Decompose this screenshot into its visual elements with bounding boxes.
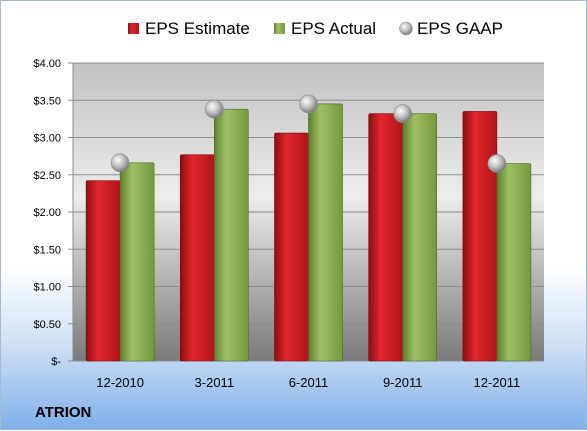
- marker-eps-gaap: [393, 104, 413, 123]
- legend-label: EPS Actual: [291, 19, 376, 38]
- marker-eps-gaap: [487, 154, 507, 173]
- x-tick-label: 6-2011: [289, 375, 329, 390]
- company-name: ATRION: [35, 404, 92, 421]
- y-tick-label: $-: [51, 356, 61, 368]
- bar-eps-estimate: [274, 132, 309, 362]
- legend-label: EPS Estimate: [145, 19, 250, 38]
- legend-label: EPS GAAP: [417, 19, 503, 38]
- marker-eps-gaap: [110, 153, 130, 173]
- legend-swatch: [274, 23, 285, 34]
- y-tick-label: $1.50: [33, 244, 61, 256]
- y-tick-label: $3.50: [33, 95, 61, 107]
- x-tick-label: 3-2011: [195, 375, 235, 390]
- bar-eps-estimate: [85, 180, 121, 362]
- bar-eps-actual: [214, 108, 249, 362]
- x-tick-label: 12-2010: [96, 375, 144, 390]
- x-tick-label: 9-2011: [383, 375, 423, 390]
- x-tick-label: 12-2011: [474, 375, 521, 390]
- y-tick-label: $2.50: [33, 170, 61, 182]
- bar-eps-actual: [119, 162, 155, 362]
- bar-eps-actual: [496, 163, 532, 362]
- bar-eps-actual: [308, 103, 343, 362]
- y-tick-label: $0.50: [33, 319, 61, 331]
- legend-swatch: [399, 21, 413, 36]
- y-tick-label: $4.00: [33, 58, 61, 70]
- y-tick-label: $2.00: [33, 207, 61, 219]
- y-tick-label: $1.00: [33, 282, 61, 294]
- bar-eps-actual: [402, 113, 438, 362]
- bar-eps-estimate: [462, 111, 498, 362]
- y-tick-label: $3.00: [33, 133, 61, 145]
- legend-swatch: [128, 23, 139, 34]
- marker-eps-gaap: [299, 94, 318, 114]
- bar-eps-estimate: [180, 154, 215, 362]
- marker-eps-gaap: [205, 99, 224, 119]
- bar-eps-estimate: [368, 113, 404, 362]
